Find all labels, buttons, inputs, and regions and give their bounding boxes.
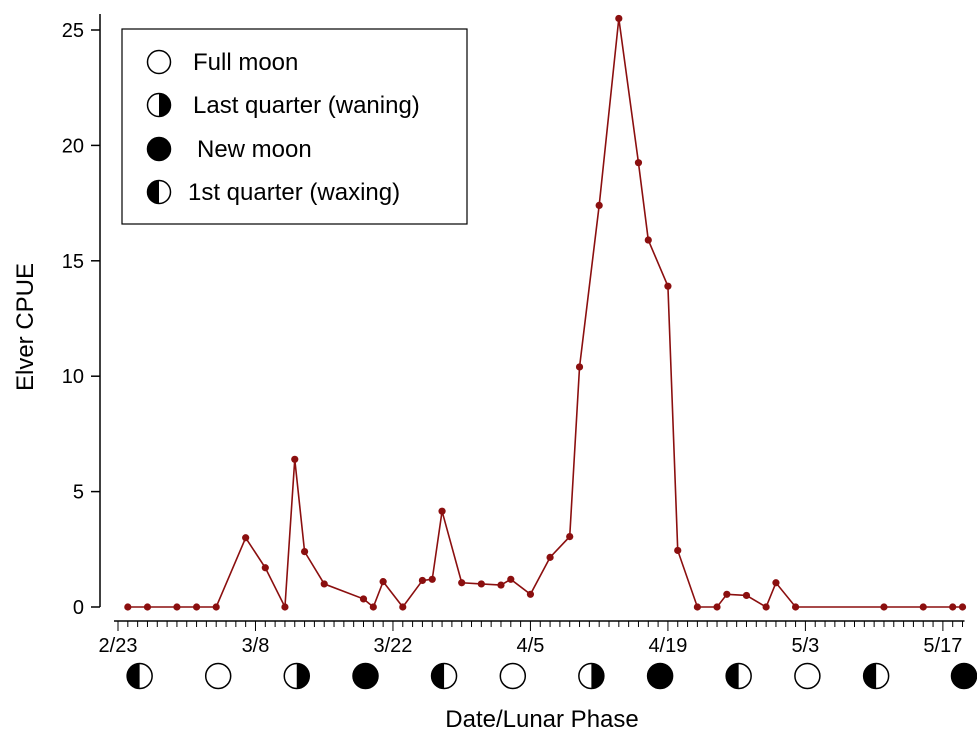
legend-full-moon-icon [146,49,172,75]
y-axis-label: Elver CPUE [12,263,39,391]
new-moon-symbol [950,662,977,690]
x-tick-label: 3/22 [373,635,412,657]
data-point [919,603,927,611]
x-tick-label: 3/8 [242,635,270,657]
data-point [566,533,574,541]
y-tick-label: 5 [73,482,84,504]
axes: 0 5 10 15 20 25 2/23 3/8 3/22 4/5 4/19 5/3 5/17 [62,14,965,657]
data-point [762,603,770,611]
data-points-group [124,14,967,611]
data-point [772,579,780,587]
data-point [320,580,328,588]
legend-label: Full moon [193,49,298,76]
y-tick-label: 20 [62,135,84,157]
data-point [124,603,132,611]
data-point [664,282,672,290]
first-quarter-symbol [126,662,153,690]
data-point [723,590,731,598]
x-tick-label: 4/19 [648,635,687,657]
x-axis-label: Date/Lunar Phase [445,706,638,733]
y-tick-label: 0 [73,597,84,619]
data-point [949,603,957,611]
data-point [644,236,652,244]
data-point [428,575,436,583]
y-tick-label: 25 [62,20,84,42]
data-point [379,578,387,586]
legend-new-moon-icon [146,136,172,162]
data-point [261,564,269,572]
data-point [173,603,181,611]
legend-label: 1st quarter (waxing) [188,179,400,206]
first-quarter-symbol [725,662,752,690]
legend-last-quarter-icon [146,92,172,118]
data-point [693,603,701,611]
full-moon-symbol [499,662,527,690]
legend-label: Last quarter (waning) [193,92,420,119]
x-tick-label: 5/17 [923,635,962,657]
new-moon-symbol [646,662,674,690]
data-point [212,603,220,611]
data-point [507,575,515,583]
data-point [399,603,407,611]
data-point [546,553,554,561]
data-point [291,455,299,463]
data-point [595,201,603,210]
lunar-phase-row [126,662,977,690]
data-point [477,580,485,588]
data-point [634,159,643,167]
x-tick-label: 5/3 [791,635,819,657]
data-point [615,14,623,23]
data-point [143,603,152,611]
legend-label: New moon [197,136,312,163]
full-moon-symbol [794,662,821,690]
x-tick-label: 2/23 [99,635,138,657]
new-moon-symbol [352,662,379,690]
legend-box [121,28,468,225]
data-point [281,603,289,611]
x-tick-label: 4/5 [517,635,545,657]
first-quarter-symbol [862,662,890,690]
last-quarter-symbol [283,662,311,690]
data-point [242,534,250,542]
data-point [369,603,377,611]
data-point [742,591,751,600]
data-point [526,590,535,598]
data-point [192,603,201,611]
data-point [713,603,721,611]
first-quarter-symbol [430,662,458,690]
y-tick-label: 15 [62,251,84,273]
data-point [300,548,309,556]
data-point [791,603,800,611]
data-point [497,581,505,589]
data-point [880,603,888,611]
data-point [958,603,967,611]
last-quarter-symbol [578,662,605,690]
y-tick-label: 10 [62,366,84,388]
data-point [438,507,446,515]
data-point [575,363,584,371]
full-moon-symbol [204,662,232,690]
legend-first-quarter-icon [146,179,172,205]
legend: Full moon Last quarter (waning) New moon 1s… [121,28,468,225]
data-point [674,546,682,555]
data-point [359,595,368,603]
data-point [458,579,466,587]
data-point [418,576,427,585]
